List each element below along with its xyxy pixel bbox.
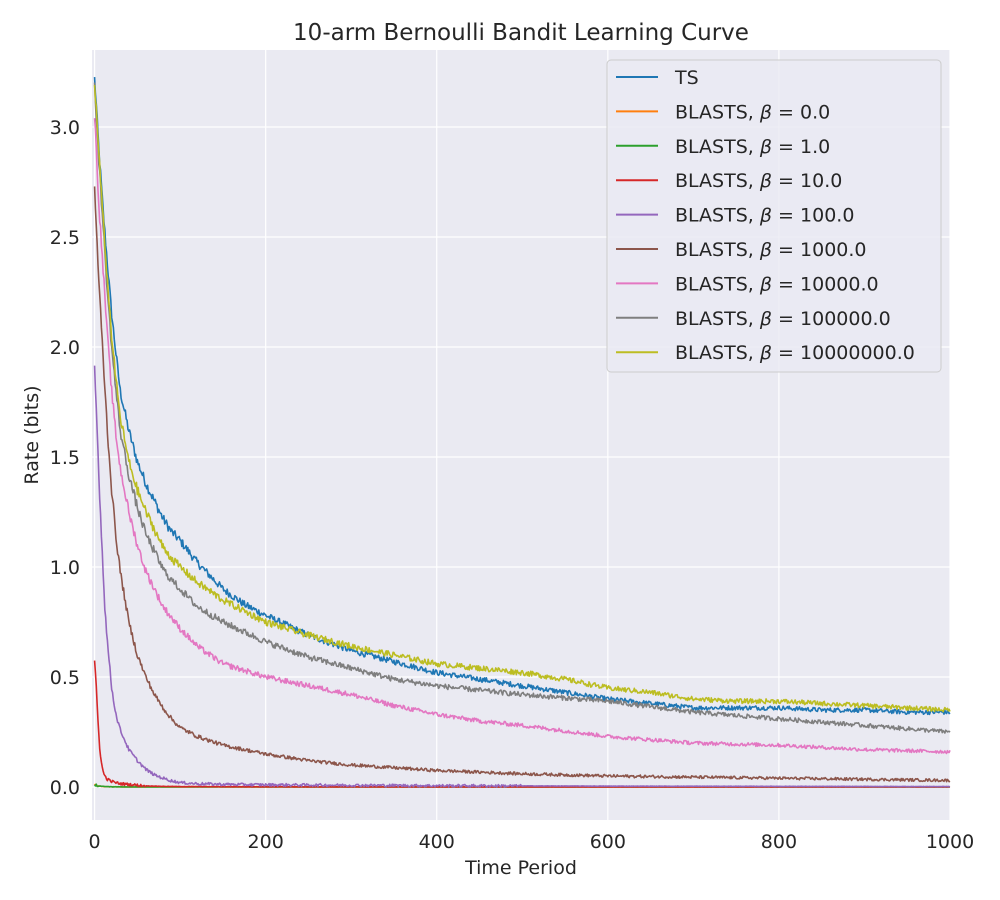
legend-box	[606, 59, 942, 373]
legend-beta-value: 10.0	[800, 170, 842, 192]
equals-sign: =	[772, 205, 800, 227]
x-tick-label: 200	[248, 831, 284, 853]
equals-sign: =	[772, 136, 800, 158]
y-tick-labels: 0.0 0.5 1.0 1.5 2.0 2.5 3.0	[50, 117, 80, 799]
series-line-5	[93, 186, 951, 783]
equals-sign: =	[772, 170, 800, 192]
beta-symbol: β	[759, 170, 772, 192]
legend-label: BLASTS, β = 100.0	[675, 205, 854, 227]
legend-beta-value: 10000.0	[800, 273, 879, 295]
beta-symbol: β	[759, 136, 772, 158]
y-tick-label: 1.0	[50, 557, 80, 579]
x-tick-label: 800	[761, 831, 797, 853]
beta-symbol: β	[759, 101, 772, 123]
legend-prefix: BLASTS,	[675, 170, 760, 192]
series-line-4	[93, 365, 951, 788]
legend-beta-value: 100000.0	[800, 308, 891, 330]
y-axis-label: Rate (bits)	[21, 385, 43, 484]
legend-prefix: BLASTS,	[675, 136, 760, 158]
equals-sign: =	[772, 342, 800, 364]
y-tick-label: 3.0	[50, 117, 80, 139]
series-lines	[93, 77, 951, 788]
x-tick-label: 600	[590, 831, 626, 853]
legend-prefix: BLASTS,	[675, 101, 760, 123]
legend-prefix: BLASTS,	[675, 273, 760, 295]
y-tick-label: 1.5	[50, 447, 80, 469]
legend-label: BLASTS, β = 100000.0	[675, 308, 891, 330]
legend-label: BLASTS, β = 10000.0	[675, 273, 879, 295]
legend-prefix: BLASTS,	[675, 205, 760, 227]
legend-label: BLASTS, β = 1000.0	[675, 239, 867, 261]
beta-symbol: β	[759, 273, 772, 295]
x-tick-label: 1000	[926, 831, 974, 853]
y-tick-label: 2.5	[50, 227, 80, 249]
equals-sign: =	[772, 101, 800, 123]
x-tick-labels: 0 200 400 600 800 1000	[89, 831, 975, 853]
equals-sign: =	[772, 239, 800, 261]
legend-prefix: BLASTS,	[675, 239, 760, 261]
legend-beta-value: 0.0	[800, 101, 830, 123]
series-line-6	[93, 118, 951, 755]
legend-beta-value: 1000.0	[800, 239, 866, 261]
y-tick-label: 0.5	[50, 667, 80, 689]
legend-label: BLASTS, β = 0.0	[675, 101, 830, 123]
x-axis-label: Time Period	[464, 857, 577, 879]
legend-label: BLASTS, β = 10.0	[675, 170, 842, 192]
legend-prefix: TS	[674, 67, 699, 89]
legend-label: BLASTS, β = 10000000.0	[675, 342, 915, 364]
beta-symbol: β	[759, 205, 772, 227]
beta-symbol: β	[759, 342, 772, 364]
x-tick-label: 400	[419, 831, 455, 853]
chart-title: 10-arm Bernoulli Bandit Learning Curve	[293, 20, 749, 46]
legend-beta-value: 100.0	[800, 205, 854, 227]
equals-sign: =	[772, 273, 800, 295]
legend-prefix: BLASTS,	[675, 342, 760, 364]
legend-beta-value: 1.0	[800, 136, 830, 158]
beta-symbol: β	[759, 239, 772, 261]
series-line-0	[93, 77, 951, 716]
legend-label: TS	[674, 67, 699, 89]
legend-beta-value: 10000000.0	[800, 342, 915, 364]
beta-symbol: β	[759, 308, 772, 330]
series-line-8	[93, 84, 951, 713]
y-tick-label: 2.0	[50, 337, 80, 359]
equals-sign: =	[772, 308, 800, 330]
y-tick-label: 0.0	[50, 777, 80, 799]
series-line-7	[93, 82, 951, 734]
x-tick-label: 0	[89, 831, 101, 853]
legend-label: BLASTS, β = 1.0	[675, 136, 830, 158]
legend-prefix: BLASTS,	[675, 308, 760, 330]
